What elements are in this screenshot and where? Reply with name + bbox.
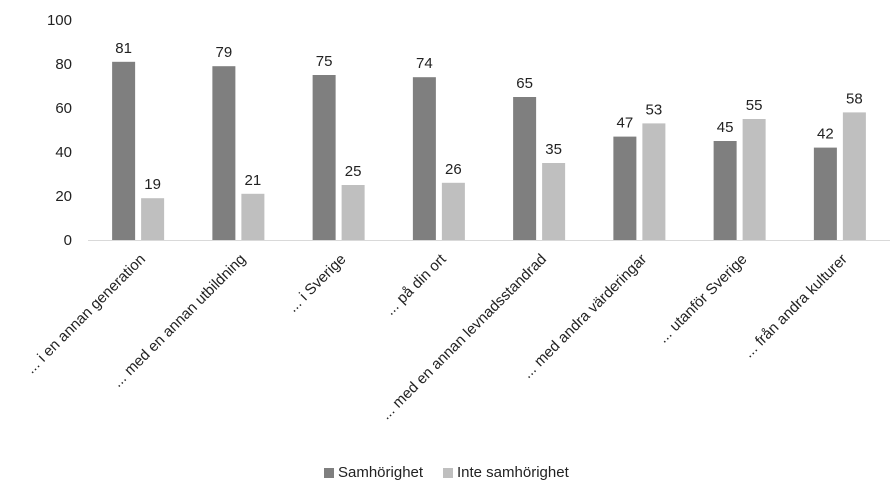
y-tick-label: 80 xyxy=(55,56,72,73)
data-label: 42 xyxy=(817,126,834,143)
bar-samhorighet xyxy=(613,136,637,240)
legend-label: Inte samhörighet xyxy=(457,464,570,481)
bar-samhorighet xyxy=(813,147,837,240)
bar-samhorighet xyxy=(513,97,537,240)
category-label: ... med en annan levnadsstandrad xyxy=(378,251,550,423)
data-label: 79 xyxy=(216,44,233,61)
bar-inte-samhorighet xyxy=(542,163,566,240)
bar-inte-samhorighet xyxy=(241,193,265,240)
data-label: 35 xyxy=(545,141,562,158)
data-label: 65 xyxy=(516,75,533,92)
y-tick-label: 100 xyxy=(47,12,72,29)
data-label: 47 xyxy=(617,115,634,132)
data-label: 55 xyxy=(746,97,763,114)
bar-samhorighet xyxy=(212,66,236,240)
legend: Samhörighet Inte samhörighet xyxy=(324,464,570,481)
data-label: 21 xyxy=(245,172,262,189)
y-axis: 0 20 40 60 80 100 xyxy=(47,12,72,249)
data-label: 19 xyxy=(144,176,161,193)
bar-inte-samhorighet xyxy=(642,123,666,240)
bar-inte-samhorighet xyxy=(742,119,766,240)
category-label: ... på din ort xyxy=(382,250,451,319)
y-tick-label: 60 xyxy=(55,100,72,117)
y-tick-label: 40 xyxy=(55,144,72,161)
data-label: 81 xyxy=(115,40,132,57)
bar-samhorighet xyxy=(312,75,336,240)
bar-samhorighet xyxy=(112,61,136,240)
bar-inte-samhorighet xyxy=(341,185,365,240)
data-label: 74 xyxy=(416,55,433,72)
legend-swatch xyxy=(443,468,453,478)
y-tick-label: 0 xyxy=(64,232,72,249)
legend-swatch xyxy=(324,468,334,478)
bar-samhorighet xyxy=(412,77,436,240)
bar-inte-samhorighet xyxy=(441,182,465,240)
category-label: ... utanför Sverige xyxy=(655,251,751,347)
bar-samhorighet xyxy=(713,141,737,240)
data-label: 75 xyxy=(316,53,333,70)
data-label: 58 xyxy=(846,90,863,107)
bars xyxy=(112,61,866,240)
data-label: 45 xyxy=(717,119,734,136)
data-label: 25 xyxy=(345,163,362,180)
category-label: ... från andra kulturer xyxy=(740,251,850,361)
y-tick-label: 20 xyxy=(55,188,72,205)
legend-label: Samhörighet xyxy=(338,464,424,481)
bar-inte-samhorighet xyxy=(842,112,866,240)
category-labels: ... i en annan generation... med en anna… xyxy=(23,250,851,423)
bar-inte-samhorighet xyxy=(141,198,165,240)
data-label: 26 xyxy=(445,161,462,178)
data-labels: 81 19 79 21 75 25 74 26 65 35 47 53 45 55 42 58 xyxy=(115,40,862,193)
category-label: ... i Sverige xyxy=(284,251,349,316)
data-label: 53 xyxy=(646,101,663,118)
